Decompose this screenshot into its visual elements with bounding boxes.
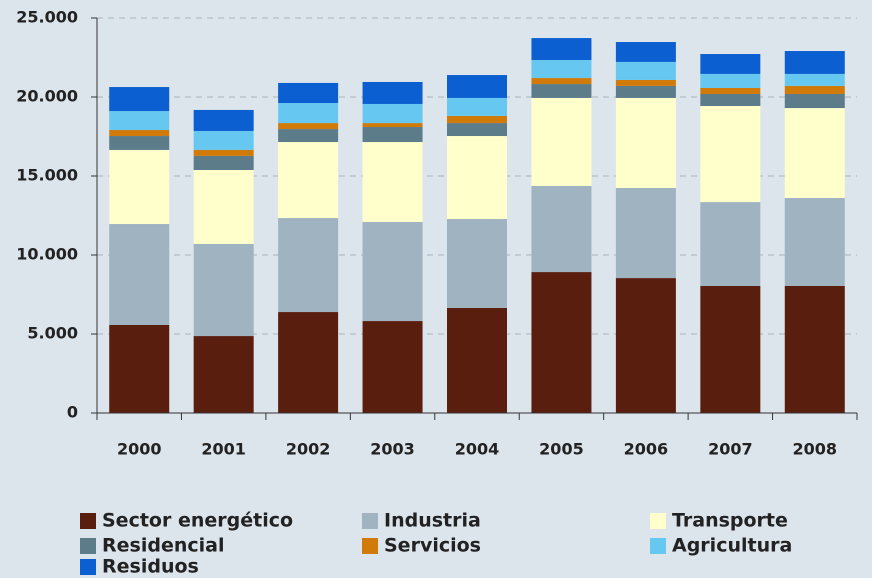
bar-segment (447, 75, 507, 98)
bar-segment (531, 38, 592, 61)
legend-label: Residuos (102, 556, 199, 578)
bar-segment (109, 87, 170, 112)
bar-segment (700, 285, 761, 413)
bar-segment (278, 123, 339, 130)
x-tick-label: 2003 (370, 440, 415, 459)
bar-segment (278, 103, 339, 124)
legend-label: Sector energético (102, 510, 293, 532)
bar-segment (362, 123, 423, 128)
y-tick-label: 5.000 (27, 324, 78, 343)
bar-segment (615, 278, 676, 413)
bar-segment (193, 169, 254, 244)
x-tick-label: 2002 (286, 440, 331, 459)
bar-segment (615, 79, 676, 86)
bar-segment (278, 82, 339, 104)
bar-segment (700, 73, 761, 88)
bar-segment (447, 307, 507, 413)
legend-swatch (650, 538, 666, 554)
bar-segment (109, 130, 170, 137)
x-tick-label: 2006 (624, 440, 669, 459)
y-tick-label: 10.000 (16, 245, 78, 264)
bar-segment (531, 78, 592, 85)
bar-segment (531, 60, 592, 79)
bar-segment (784, 93, 845, 109)
bar-segment (700, 106, 761, 203)
bar-segment (362, 127, 423, 143)
bar-segment (109, 224, 170, 325)
bar-segment (615, 188, 676, 279)
legend-label: Residencial (102, 535, 224, 557)
bar-segment (700, 54, 761, 74)
bar-segment (615, 85, 676, 98)
bar-segment (447, 97, 507, 116)
bar-segment (362, 221, 423, 322)
bar-segment (447, 136, 507, 219)
legend-label: Transporte (672, 510, 788, 532)
bar-segment (109, 324, 170, 413)
y-tick-label: 15.000 (16, 166, 78, 185)
bar-segment (278, 218, 339, 313)
bar-segment (362, 81, 423, 104)
bar-segment (615, 61, 676, 80)
bar-segment (700, 202, 761, 286)
bar-segment (784, 85, 845, 94)
bar-segment (784, 285, 845, 413)
legend-swatch (650, 513, 666, 529)
bar-segment (700, 93, 761, 107)
legend-label: Servicios (384, 535, 481, 557)
bar-segment (784, 197, 845, 286)
y-tick-label: 25.000 (16, 8, 78, 27)
bar-segment (362, 142, 423, 222)
legend-swatch (362, 513, 378, 529)
legend-swatch (362, 538, 378, 554)
x-tick-label: 2000 (117, 440, 162, 459)
bar-segment (109, 149, 170, 225)
bar-segment (447, 115, 507, 124)
bar-segment (615, 42, 676, 62)
bar-segment (193, 109, 254, 131)
bar-segment (193, 243, 254, 337)
bar-segment (700, 87, 761, 94)
bar-segment (278, 142, 339, 219)
legend-label: Agricultura (672, 535, 792, 557)
legend-swatch (80, 538, 96, 554)
bar-segment (109, 111, 170, 131)
y-tick-label: 20.000 (16, 87, 78, 106)
bar-segment (193, 130, 254, 150)
y-tick-label: 0 (67, 403, 78, 422)
bar-segment (784, 73, 845, 86)
x-tick-label: 2008 (793, 440, 838, 459)
bar-segment (531, 185, 592, 273)
x-tick-label: 2005 (539, 440, 584, 459)
bar-segment (193, 155, 254, 170)
x-tick-label: 2007 (708, 440, 753, 459)
legend-swatch (80, 513, 96, 529)
bar-segment (447, 123, 507, 137)
bar-segment (531, 84, 592, 98)
bar-segment (531, 272, 592, 413)
bar-segment (193, 149, 254, 156)
bar-segment (193, 336, 254, 413)
bar-segment (278, 312, 339, 413)
x-tick-label: 2001 (201, 440, 246, 459)
legend-label: Industria (384, 510, 481, 532)
bar-segment (784, 108, 845, 198)
bar-segment (278, 129, 339, 143)
legend-swatch (80, 559, 96, 575)
bar-segment (615, 97, 676, 189)
bar-segment (784, 51, 845, 74)
bar-segment (362, 103, 423, 124)
bar-segment (362, 321, 423, 413)
bar-segment (109, 136, 170, 150)
bar-segment (447, 218, 507, 308)
x-tick-label: 2004 (455, 440, 500, 459)
bar-segment (531, 97, 592, 186)
